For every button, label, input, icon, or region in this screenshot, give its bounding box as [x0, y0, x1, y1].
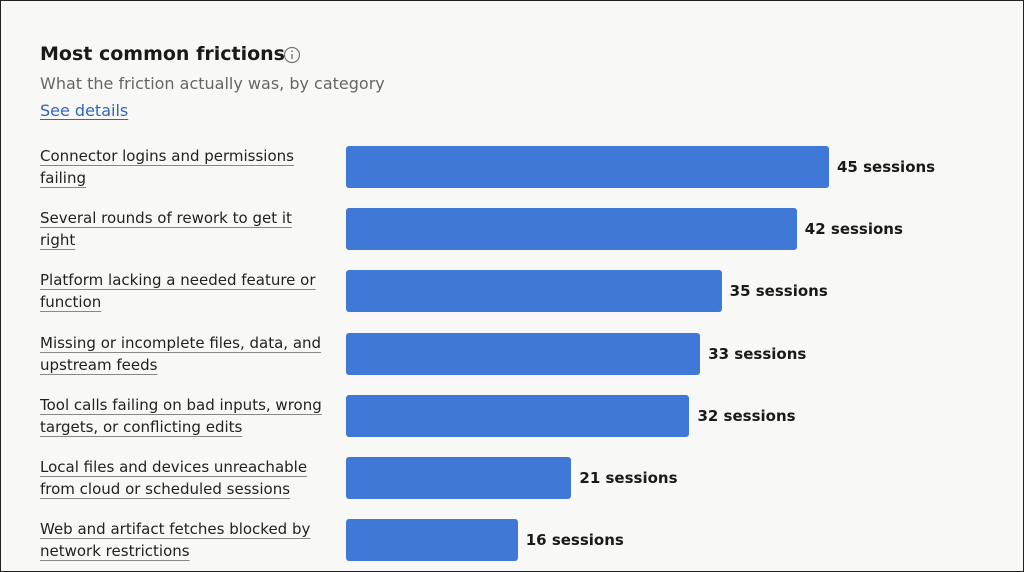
- bar: [346, 146, 829, 188]
- bar: [346, 394, 690, 437]
- bar: [346, 457, 572, 499]
- bar: [346, 519, 518, 562]
- value-label: 33 sessions: [708, 344, 807, 363]
- value-label: 35 sessions: [729, 282, 828, 301]
- category-label[interactable]: Local files and devices unreachable from…: [40, 458, 308, 498]
- category-label[interactable]: Platform lacking a needed feature or fun…: [40, 271, 316, 312]
- bar: [346, 332, 701, 375]
- category-label[interactable]: Missing or incomplete files, data, and u…: [40, 333, 322, 374]
- value-label: 45 sessions: [837, 158, 936, 176]
- subtitle: What the friction actually was, by categ…: [40, 74, 385, 93]
- category-label[interactable]: Connector logins and permissions failing: [40, 147, 294, 187]
- category-label[interactable]: Web and artifact fetches blocked by netw…: [40, 520, 311, 561]
- bar: [346, 270, 722, 313]
- see-details-link[interactable]: See details: [40, 101, 129, 120]
- bar: [346, 208, 797, 251]
- value-label: 21 sessions: [579, 469, 678, 487]
- value-label: 42 sessions: [804, 220, 903, 239]
- value-label: 32 sessions: [697, 406, 796, 425]
- category-label[interactable]: Several rounds of rework to get it right: [40, 209, 292, 250]
- info-icon[interactable]: [283, 46, 301, 64]
- title: Most common frictions: [40, 43, 285, 65]
- value-label: 16 sessions: [525, 531, 624, 550]
- category-label[interactable]: Tool calls failing on bad inputs, wrong …: [40, 395, 322, 436]
